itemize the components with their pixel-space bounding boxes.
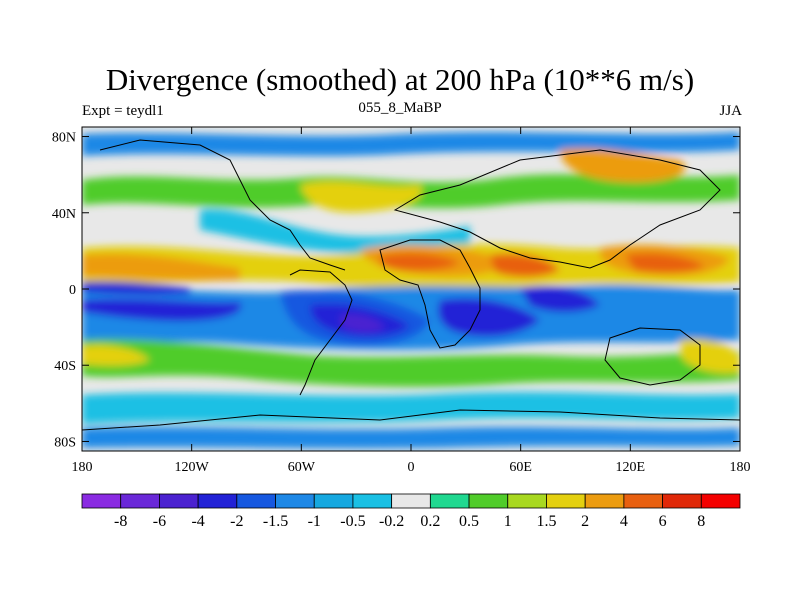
- colorbar-swatch: [275, 493, 315, 509]
- peak-south-america: [340, 314, 385, 332]
- colorbar-label: -1: [308, 513, 321, 530]
- patch-siberia: [560, 148, 686, 183]
- y-tick-label: 40S: [54, 359, 76, 374]
- case-label: 055_8_MaBP: [358, 100, 442, 116]
- experiment-label: Expt = teydl1: [82, 103, 164, 119]
- colorbar-label: -1.5: [263, 513, 288, 530]
- colorbar-label: 0.2: [420, 513, 440, 530]
- y-axis: 80N 40N 0 40S 80S: [52, 131, 740, 450]
- core-africa: [438, 298, 540, 337]
- colorbar-swatch: [429, 493, 470, 509]
- contour-field: [82, 127, 740, 451]
- colorbar-label: -2: [230, 513, 243, 530]
- x-tick-label: 60W: [288, 460, 316, 475]
- colorbar-swatch: [159, 493, 199, 509]
- x-tick-label: 180: [730, 460, 751, 475]
- x-tick-label: 0: [408, 460, 415, 475]
- colorbar-label: 1.5: [536, 513, 556, 530]
- y-tick-label: 0: [69, 283, 76, 298]
- coast-antarctica: [82, 409, 740, 431]
- colorbar-swatch: [507, 493, 547, 509]
- x-tick-label: 180: [72, 460, 93, 475]
- colorbar-swatch: [662, 493, 702, 509]
- x-tick-label: 60E: [509, 460, 532, 475]
- patch-south-west-pacific: [680, 339, 740, 374]
- colorbar-swatch: [352, 493, 393, 509]
- season-label: JJA: [719, 103, 742, 119]
- patch-east-pacific: [82, 253, 240, 281]
- colorbar-label: 8: [697, 513, 705, 530]
- core-indian-ocean: [520, 286, 600, 313]
- colorbar-label: -6: [153, 513, 166, 530]
- coast-north-america: [99, 139, 346, 271]
- colorbar-label: -8: [114, 513, 127, 530]
- coast-australia: [604, 327, 701, 386]
- colorbar-swatch: [313, 493, 354, 509]
- colorbar-label: -0.5: [340, 513, 365, 530]
- colorbar-swatch: [584, 493, 625, 509]
- colorbar-swatch: [391, 493, 431, 509]
- patch-north-atlantic: [300, 181, 422, 213]
- colorbar-label: 1: [504, 513, 512, 530]
- colorbar: -8 -6 -4 -2 -1.5 -1 -0.5 -0.2 0.2 0.5 1 1.5 2 4 6 8: [81, 493, 741, 530]
- band-south-mid: [82, 339, 740, 387]
- colorbar-swatch: [623, 493, 663, 509]
- y-tick-label: 80S: [54, 435, 76, 450]
- colorbar-swatch: [81, 493, 122, 509]
- patch-south-east-pacific: [82, 344, 150, 366]
- peak-west-pacific: [625, 253, 705, 273]
- colorbar-label: 2: [581, 513, 589, 530]
- band-south-high: [82, 392, 740, 424]
- core-equatorial-pacific: [82, 281, 190, 295]
- colorbar-swatch: [197, 493, 238, 509]
- patch-south-pacific: [82, 298, 242, 322]
- colorbar-swatch: [546, 493, 586, 509]
- coast-south-america: [289, 269, 353, 396]
- colorbar-label: -0.2: [379, 513, 404, 530]
- band-antarctic: [82, 426, 740, 449]
- coast-africa: [379, 239, 481, 349]
- colorbar-label: 0.5: [459, 513, 479, 530]
- colorbar-label: 4: [620, 513, 628, 530]
- x-axis: 180 120W 60W 0 60E 120E 180: [72, 127, 751, 475]
- colorbar-swatch: [468, 493, 509, 509]
- colorbar-label: -4: [191, 513, 204, 530]
- y-tick-label: 80N: [52, 131, 76, 146]
- chart-title: Divergence (smoothed) at 200 hPa (10**6 …: [105, 62, 695, 97]
- x-tick-label: 120E: [616, 460, 646, 475]
- peak-north-africa: [379, 253, 460, 271]
- x-tick-label: 120W: [175, 460, 210, 475]
- y-tick-label: 40N: [52, 207, 76, 222]
- colorbar-swatch: [700, 493, 741, 509]
- coastlines: [82, 139, 740, 431]
- colorbar-swatch: [120, 493, 160, 509]
- colorbar-swatch: [236, 493, 276, 509]
- colorbar-label: 6: [659, 513, 667, 530]
- coast-eurasia: [393, 149, 721, 269]
